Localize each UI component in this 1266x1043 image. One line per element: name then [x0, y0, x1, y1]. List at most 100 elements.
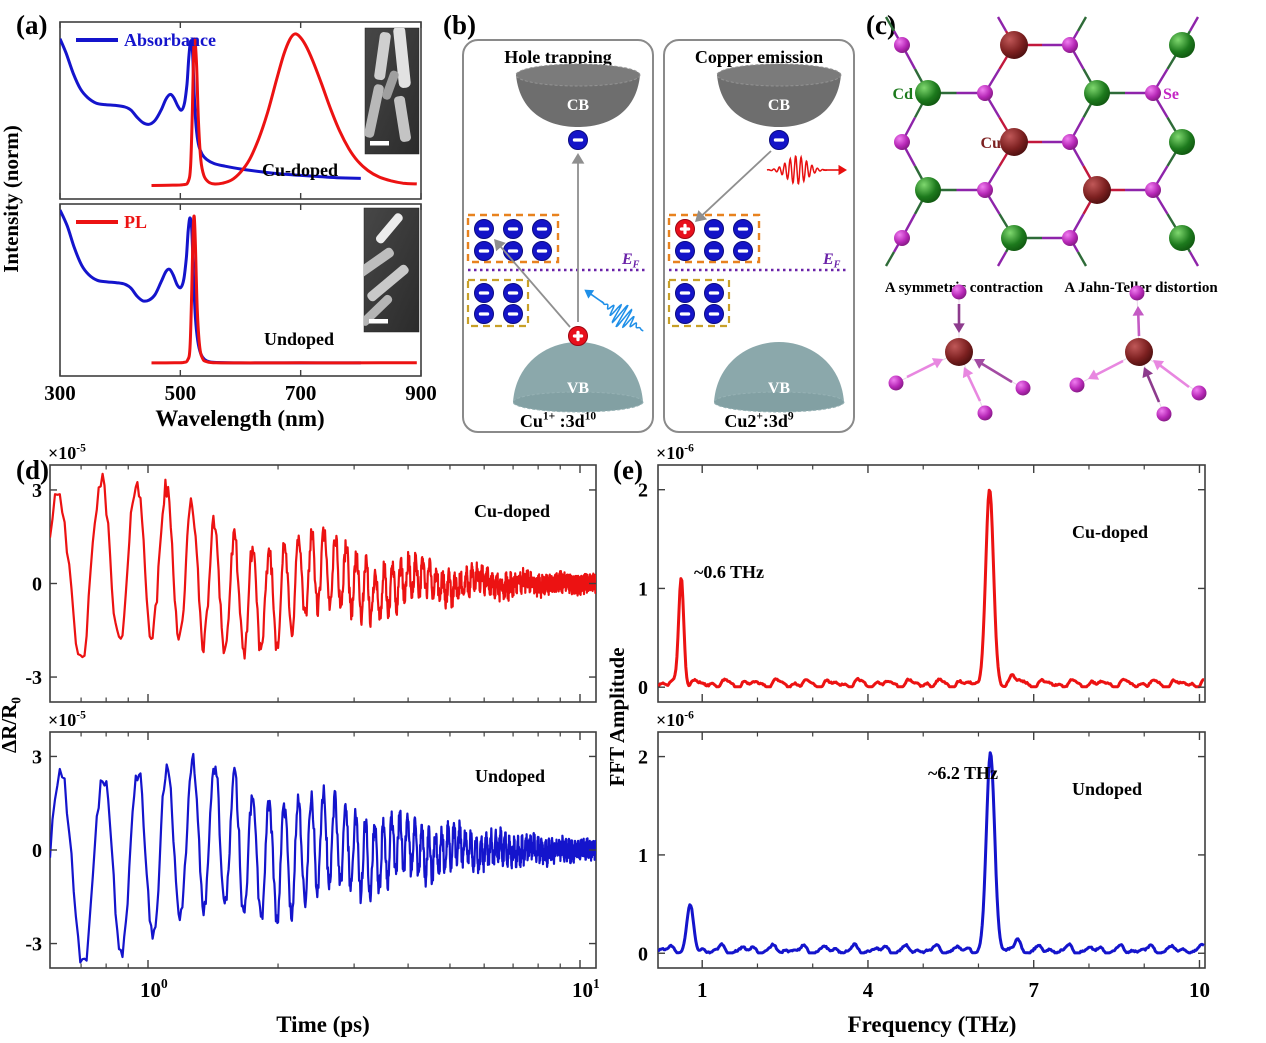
time-domain-curves: 3 0 -3 ×10-5 Cu-doped 3 0 -3 ×10-5 Undoped 100 101 Δ…: [0, 442, 600, 1002]
panel-d-time-domain: (d) 3 0 -3 ×10-5 Cu-doped 3 0 -3 ×10-5 Undoped 100…: [0, 442, 600, 1037]
arrow: [1153, 360, 1190, 389]
e-ytick: 0: [638, 677, 648, 699]
electron-icon: [704, 241, 724, 261]
band-diagram-hole-trapping: Hole trapping CB VB EF Cu1+ :3d10: [462, 39, 654, 433]
d-ylabel: ΔR/R0: [0, 697, 24, 753]
band-diagram-group: Hole trapping CB VB EF Cu1+ :3d10 Copper emis…: [462, 39, 855, 433]
conduction-band: CB: [515, 63, 641, 127]
curve-absorbance: [60, 38, 361, 180]
atom-se: [977, 182, 993, 198]
atom-se: [1145, 85, 1161, 101]
atom-cd: [1001, 225, 1027, 251]
a-xtick-300: 300: [44, 381, 76, 405]
d-axis-multiplier: ×10-5: [48, 442, 86, 463]
oscillation-trace-undoped: [50, 752, 596, 964]
atom-cd: [1169, 129, 1195, 155]
atom-se: [888, 375, 904, 391]
arrow: [906, 358, 943, 379]
electron-icon: [532, 241, 552, 261]
e-ytick: 1: [638, 845, 648, 867]
electron-icon: [675, 283, 695, 303]
atom-cd: [915, 80, 941, 106]
atom-se: [1062, 230, 1078, 246]
atom-se: [1015, 380, 1031, 396]
fermi-level-label: EF: [621, 251, 640, 271]
band-diagram-copper-emission: Copper emission CB VB EF Cu2+:3d9: [663, 39, 855, 433]
nanorod: [394, 95, 411, 142]
arrow: [571, 153, 585, 322]
a-xtick-500: 500: [165, 381, 197, 405]
electron-icon: [704, 304, 724, 324]
e-xlabel: Frequency (THz): [848, 1012, 1017, 1037]
atom-label-se: Se: [1163, 86, 1179, 103]
atom-se: [1145, 182, 1161, 198]
electron-icon: [675, 241, 695, 261]
fft-trace-undoped: [658, 751, 1205, 955]
d-xtick-label: 101: [572, 976, 600, 1002]
cb-label: CB: [768, 97, 791, 114]
bond-stub: [884, 16, 896, 32]
tem-inset-undoped: [363, 207, 420, 333]
light-pulse-wavelet: [600, 300, 644, 332]
axes-box-a-bottom: [59, 203, 422, 377]
nanorod: [364, 247, 394, 281]
hole-icon: [675, 219, 695, 239]
jahn-teller-diagram: [1069, 285, 1207, 422]
a-xtick-700: 700: [285, 381, 317, 405]
nanorod: [364, 294, 393, 326]
e-ylabel: FFT Amplitude: [605, 647, 629, 786]
fft-trace-cu-doped: [658, 488, 1205, 689]
d-xlabel: Time (ps): [276, 1012, 370, 1037]
atom-se: [951, 284, 967, 300]
atom-se: [977, 85, 993, 101]
atom-se: [977, 405, 993, 421]
legend-pl-label: PL: [124, 212, 147, 232]
diagram-title: Copper emission: [695, 47, 823, 67]
bond-stub: [1076, 251, 1088, 267]
atom-cu: [1000, 128, 1028, 156]
electron-icon: [474, 304, 494, 324]
panel-b-label: (b): [443, 10, 476, 40]
light-pulse-wavelet: [766, 154, 828, 186]
atom-cd: [1084, 80, 1110, 106]
hole-icon: [568, 326, 588, 346]
nanorod: [376, 213, 403, 244]
panel-c-structure: (c) Cd Se Cu A symmetric contraction A J…: [866, 10, 1218, 422]
spectra-curves-undoped: [60, 209, 417, 365]
arrow: [1132, 306, 1145, 337]
e-xtick-label: 1: [697, 978, 708, 1002]
tem-inset-cu-doped: [364, 27, 420, 155]
arrow: [1142, 367, 1161, 403]
arrow: [823, 164, 847, 176]
arrow: [962, 367, 982, 402]
e-xtick-label: 7: [1028, 978, 1039, 1002]
arrow: [494, 239, 571, 328]
electron-icon: [474, 241, 494, 261]
scale-bar: [370, 141, 389, 146]
nanorod: [382, 70, 399, 100]
atom-cd: [915, 177, 941, 203]
arrow: [1088, 359, 1124, 380]
copper-state-label: Cu1+ :3d10: [520, 410, 597, 431]
vb-label: VB: [567, 380, 590, 397]
electron-icon: [474, 219, 494, 239]
panel-a-spectra: (a) 300 500 700 900 Absorbance PL Cu-doped …: [0, 10, 437, 431]
symmetric-contraction-diagram: [888, 284, 1031, 421]
arrow: [584, 289, 605, 305]
arrow: [953, 304, 965, 333]
panel-d-label: (d): [16, 455, 49, 485]
copper-state-label: Cu2+:3d9: [724, 410, 794, 431]
diagram-title: Hole trapping: [504, 47, 612, 67]
electron-icon: [503, 219, 523, 239]
electron-icon: [474, 283, 494, 303]
fermi-level-label: EF: [822, 251, 841, 271]
d-ytick: 3: [32, 480, 42, 502]
atom-se: [1156, 406, 1172, 422]
atom-se: [894, 37, 910, 53]
curve-pl: [151, 214, 417, 365]
electron-icon: [704, 283, 724, 303]
electron-icon: [769, 130, 789, 150]
nanorod: [374, 32, 391, 81]
d-ytick: 3: [32, 746, 42, 768]
